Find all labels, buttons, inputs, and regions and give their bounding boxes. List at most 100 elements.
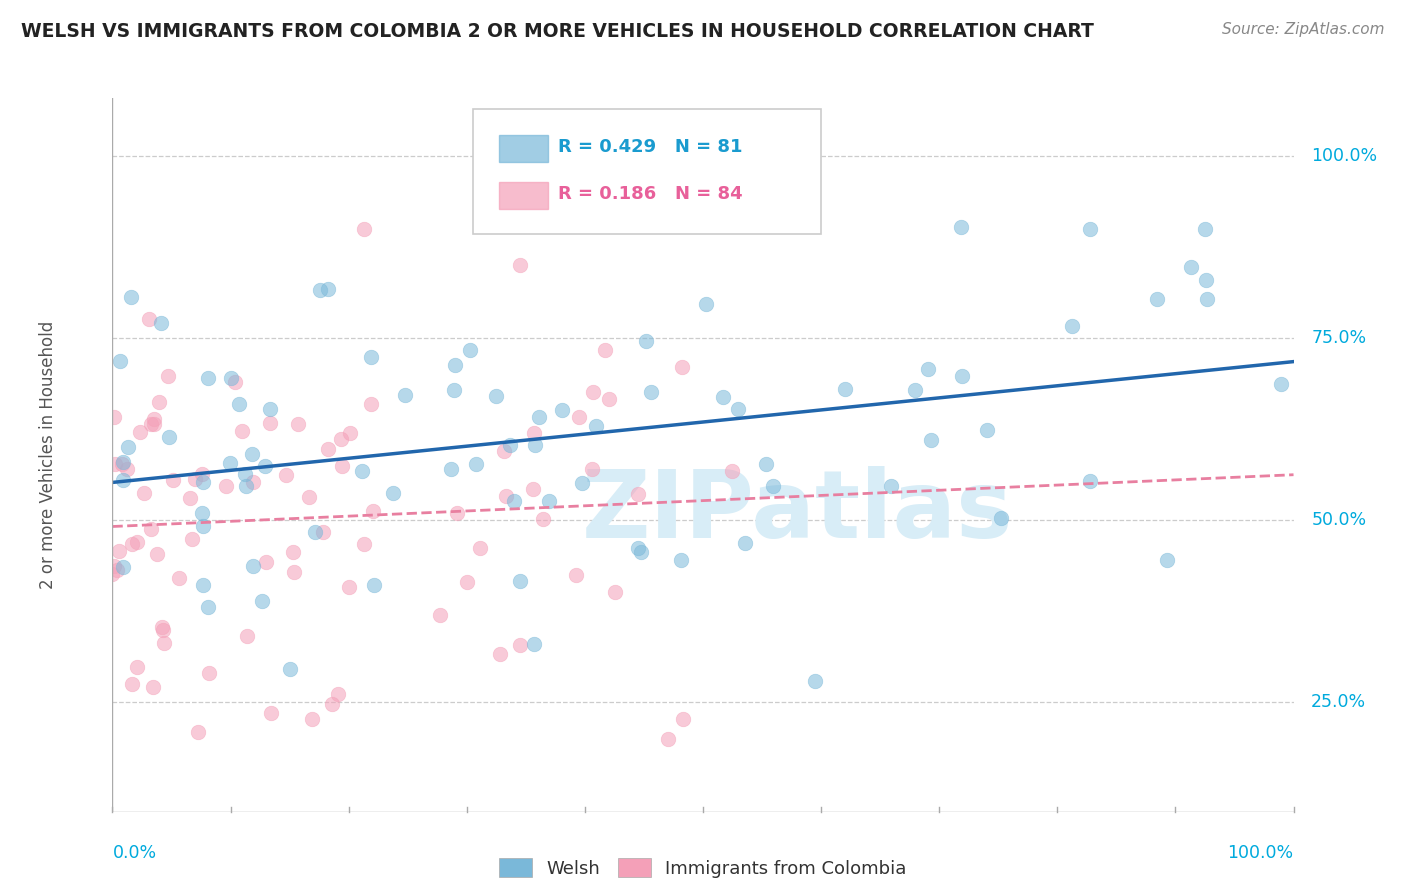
- FancyBboxPatch shape: [499, 136, 548, 162]
- Point: [1270, 377, 1292, 392]
- Point: [103, 410, 125, 425]
- Point: [1180, 260, 1202, 274]
- Point: [287, 417, 309, 431]
- Point: [429, 607, 451, 622]
- Point: [598, 392, 620, 406]
- Point: [353, 222, 375, 236]
- Point: [112, 560, 135, 574]
- Point: [551, 403, 574, 417]
- Point: [976, 423, 998, 437]
- Point: [627, 541, 650, 555]
- Point: [242, 475, 264, 489]
- Point: [274, 468, 297, 483]
- Text: 100.0%: 100.0%: [1227, 844, 1294, 862]
- Point: [489, 647, 512, 661]
- Point: [531, 512, 554, 526]
- Point: [191, 506, 214, 520]
- Point: [527, 409, 550, 424]
- Point: [278, 662, 301, 676]
- Point: [184, 472, 207, 486]
- Point: [127, 660, 149, 674]
- Point: [605, 585, 627, 599]
- Point: [834, 382, 856, 396]
- Point: [720, 464, 742, 478]
- Point: [117, 440, 139, 454]
- Point: [105, 564, 128, 578]
- Point: [242, 559, 264, 574]
- Point: [1078, 221, 1101, 235]
- Point: [1062, 319, 1084, 334]
- Point: [134, 485, 156, 500]
- Text: 0.0%: 0.0%: [112, 844, 156, 862]
- Point: [499, 438, 522, 452]
- Point: [143, 411, 166, 425]
- Point: [330, 459, 353, 474]
- Point: [152, 635, 174, 649]
- Point: [762, 479, 785, 493]
- Point: [503, 493, 526, 508]
- Point: [360, 397, 382, 411]
- Point: [181, 532, 204, 546]
- Point: [108, 354, 131, 368]
- Point: [727, 402, 749, 417]
- Point: [254, 459, 277, 474]
- Point: [1078, 474, 1101, 488]
- Point: [523, 637, 546, 651]
- Point: [361, 504, 384, 518]
- Point: [440, 462, 463, 476]
- Point: [627, 487, 650, 501]
- Point: [179, 491, 201, 505]
- FancyBboxPatch shape: [472, 109, 821, 234]
- Point: [281, 545, 304, 559]
- Point: [152, 623, 174, 637]
- Point: [630, 544, 652, 558]
- Point: [316, 282, 339, 296]
- Point: [672, 712, 695, 726]
- Point: [198, 666, 221, 681]
- Point: [191, 467, 214, 482]
- Point: [523, 426, 546, 441]
- Point: [254, 555, 277, 569]
- Point: [495, 489, 517, 503]
- Point: [657, 731, 679, 746]
- Point: [1194, 222, 1216, 236]
- Point: [458, 343, 481, 358]
- Point: [1195, 292, 1218, 306]
- Point: [456, 574, 478, 589]
- Point: [301, 712, 323, 726]
- Point: [259, 417, 281, 431]
- Point: [669, 553, 692, 567]
- Point: [308, 284, 330, 298]
- Point: [326, 687, 349, 701]
- Point: [917, 361, 939, 376]
- Point: [1195, 273, 1218, 287]
- Point: [636, 334, 658, 349]
- Point: [443, 359, 465, 373]
- Point: [146, 547, 169, 561]
- Point: [950, 219, 973, 234]
- Point: [283, 565, 305, 579]
- Point: [671, 359, 693, 374]
- Point: [804, 673, 827, 688]
- Point: [360, 351, 382, 365]
- Point: [224, 375, 246, 389]
- Point: [259, 402, 281, 417]
- Text: R = 0.429   N = 81: R = 0.429 N = 81: [558, 138, 742, 156]
- Point: [101, 567, 124, 582]
- Point: [470, 541, 492, 556]
- Legend: Welsh, Immigrants from Colombia: Welsh, Immigrants from Colombia: [492, 851, 914, 885]
- Point: [330, 432, 353, 446]
- Point: [121, 537, 143, 551]
- Point: [138, 312, 160, 326]
- Point: [1156, 553, 1178, 567]
- Point: [193, 475, 215, 490]
- Point: [353, 537, 375, 551]
- Point: [990, 511, 1012, 525]
- Point: [464, 457, 486, 471]
- Point: [139, 522, 162, 536]
- Point: [125, 535, 148, 549]
- Point: [139, 417, 162, 432]
- Point: [231, 424, 253, 438]
- Point: [110, 457, 132, 471]
- Point: [104, 458, 127, 472]
